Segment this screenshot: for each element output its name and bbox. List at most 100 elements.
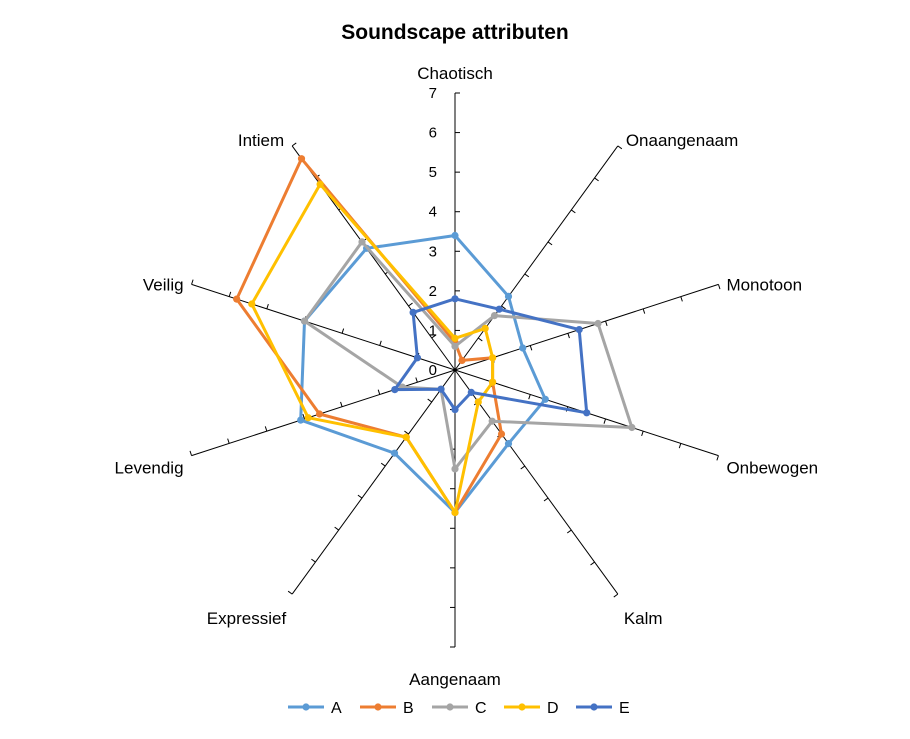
axis-tick <box>291 142 297 147</box>
axis-tick <box>334 526 339 531</box>
data-point-b-onaangenaam <box>458 356 466 364</box>
data-point-c-chaotisch <box>451 342 459 350</box>
axis-tick <box>524 273 530 278</box>
axis-label-onbewogen: Onbewogen <box>726 459 818 478</box>
data-point-c-intiem <box>358 238 366 246</box>
data-point-a-onaangenaam <box>504 292 513 300</box>
data-point-d-kalm <box>474 398 482 406</box>
axis-tick <box>567 333 570 339</box>
radar-series <box>233 155 636 517</box>
legend-label: D <box>547 700 559 717</box>
radial-tick-label: 0 <box>429 362 437 379</box>
axis-tick <box>571 209 576 214</box>
chart-title: Soundscape attributen <box>341 21 569 44</box>
axis-tick <box>590 561 595 566</box>
axis-label-veilig: Veilig <box>143 275 184 294</box>
radial-tick-label: 4 <box>429 204 437 221</box>
axis-tick <box>377 389 381 395</box>
axis-tick <box>415 377 418 383</box>
data-point-c-monotoon <box>594 319 602 328</box>
data-point-a-chaotisch <box>451 231 459 240</box>
legend-label: A <box>331 700 342 717</box>
axis-tick <box>311 558 316 563</box>
data-point-c-aangenaam <box>451 465 459 473</box>
data-point-c-onbewogen <box>628 423 636 432</box>
data-point-e-veilig <box>413 354 421 362</box>
data-point-b-intiem <box>297 155 306 163</box>
axis-tick <box>477 337 483 342</box>
axis-tick <box>404 430 409 435</box>
data-point-e-monotoon <box>575 326 583 334</box>
data-point-e-aangenaam <box>451 406 459 414</box>
radial-tick-label: 1 <box>429 322 437 339</box>
axis-label-kalm: Kalm <box>624 609 663 628</box>
data-point-e-levendig <box>391 386 399 394</box>
legend-marker <box>518 703 526 711</box>
axis-tick <box>566 529 572 534</box>
axis-spoke-kalm <box>454 369 619 595</box>
radial-tick-label: 2 <box>429 283 437 300</box>
axis-label-onaangenaam: Onaangenaam <box>626 131 738 150</box>
legend-marker <box>590 703 598 711</box>
axis-tick <box>547 241 553 246</box>
data-point-d-onaangenaam <box>481 324 489 332</box>
data-point-a-expressief <box>390 449 399 457</box>
axis-tick <box>431 334 437 339</box>
axis-label-expressief: Expressief <box>207 609 287 628</box>
radar-axis-labels: 0 1 2 3 4 5 6 7 Chaotisch Onaangenaam Monotoon Onbe… <box>115 64 819 689</box>
axis-spoke-onaangenaam <box>454 145 619 371</box>
axis-tick <box>543 497 549 502</box>
axis-label-chaotisch: Chaotisch <box>417 64 493 83</box>
axis-label-levendig: Levendig <box>115 459 184 478</box>
axis-tick <box>227 438 230 444</box>
legend-marker <box>374 703 382 711</box>
data-point-e-onaangenaam <box>495 305 503 313</box>
data-point-c-onaangenaam <box>490 312 499 320</box>
legend-marker <box>446 703 454 711</box>
data-point-a-levendig <box>297 416 305 424</box>
axis-tick <box>501 305 506 310</box>
axis-tick <box>191 279 194 285</box>
axis-tick <box>287 590 293 595</box>
axis-spoke-monotoon <box>454 283 719 371</box>
radial-tick-label: 7 <box>429 85 437 102</box>
data-point-d-onbewogen <box>489 378 497 386</box>
axis-tick <box>380 462 386 467</box>
axis-tick <box>678 443 682 449</box>
axis-tick <box>408 302 413 307</box>
data-point-c-veilig <box>300 317 309 325</box>
axis-tick <box>605 320 608 326</box>
legend-item-a: A <box>288 700 342 717</box>
axis-tick <box>340 401 343 407</box>
data-point-e-onbewogen <box>583 409 591 417</box>
axis-tick <box>520 465 526 470</box>
legend-label: C <box>475 700 487 717</box>
legend-item-c: C <box>432 700 487 717</box>
data-point-a-onbewogen <box>541 395 549 403</box>
axis-tick <box>642 308 646 314</box>
axis-label-aangenaam: Aangenaam <box>409 670 501 689</box>
axis-tick <box>717 284 721 290</box>
axis-tick <box>357 494 363 499</box>
legend-item-d: D <box>504 700 559 717</box>
legend-label: E <box>619 700 630 717</box>
axis-tick <box>617 145 623 150</box>
data-point-e-chaotisch <box>451 295 459 303</box>
data-point-b-kalm <box>497 430 506 438</box>
data-point-c-kalm <box>488 417 496 425</box>
data-point-e-expressief <box>437 385 445 393</box>
data-point-e-kalm <box>467 388 475 396</box>
axis-tick <box>641 430 644 437</box>
data-point-d-levendig <box>304 414 312 422</box>
legend-marker <box>302 703 310 711</box>
legend-item-b: B <box>360 700 414 717</box>
axis-label-monotoon: Monotoon <box>726 275 802 294</box>
axis-tick <box>341 328 345 334</box>
data-point-b-veilig <box>233 295 241 303</box>
data-point-b-levendig <box>315 410 324 418</box>
axis-tick <box>613 593 619 598</box>
data-point-e-intiem <box>409 308 417 316</box>
data-point-a-kalm <box>504 440 513 448</box>
radial-tick-label: 3 <box>429 243 437 260</box>
axis-tick <box>680 296 683 302</box>
